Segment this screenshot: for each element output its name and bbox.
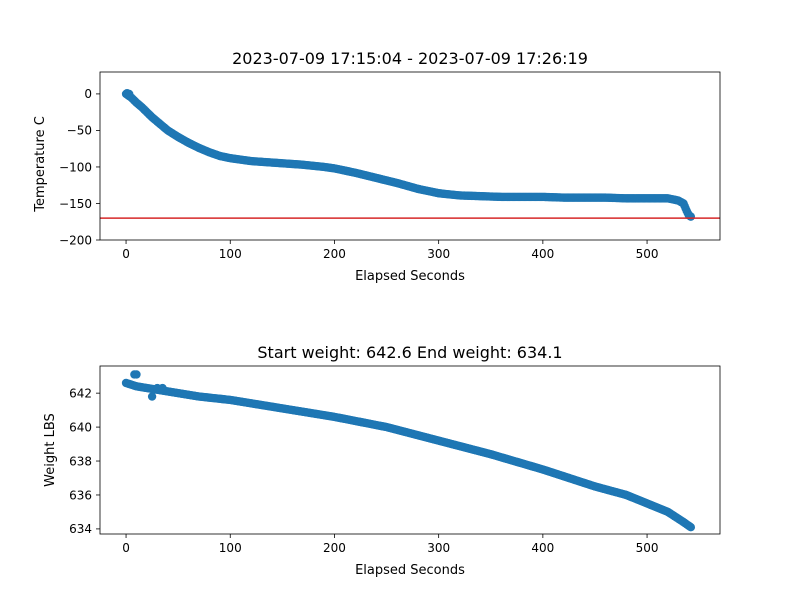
temperature-y-tick-label: −150 [59,197,92,211]
weight-axes-frame [99,365,721,535]
weight-marks [121,370,696,532]
temperature-y-tick-label: −50 [67,124,92,138]
temperature-marks [121,88,696,221]
temperature-y-tick-label: −100 [59,160,92,174]
temperature-x-tick-label: 100 [219,247,242,261]
temperature-x-tick-label: 500 [636,247,659,261]
weight-y-tick-label: 642 [69,386,92,400]
weight-y-tick-label: 640 [69,420,92,434]
weight-data-point [132,370,141,379]
temperature-x-ticks: 0 100 200 300 400 500 [122,240,659,261]
weight-x-tick-label: 100 [219,541,242,555]
temperature-data-point [686,212,696,221]
weight-data-point [686,523,696,532]
temperature-y-ticks: 0 −50 −100 −150 −200 [59,87,100,247]
temperature-data-point [124,89,134,99]
temperature-y-tick-label: −200 [59,233,92,247]
weight-plot-title: Start weight: 642.6 End weight: 634.1 [257,343,562,362]
weight-data-point [147,392,157,401]
temperature-x-axis-label: Elapsed Seconds [355,269,465,284]
weight-y-tick-label: 636 [69,488,92,502]
weight-x-tick-label: 0 [122,541,130,555]
weight-data-point [158,383,167,393]
weight-y-axis-label: Weight LBS [43,413,58,487]
weight-y-tick-label: 634 [69,522,92,536]
weight-x-tick-label: 400 [531,541,554,555]
temperature-x-tick-label: 400 [531,247,554,261]
temperature-x-tick-label: 300 [427,247,450,261]
temperature-plot: 2023-07-09 17:15:04 - 2023-07-09 17:26:1… [33,49,721,284]
weight-x-tick-label: 200 [323,541,346,555]
temperature-axes-frame [99,71,721,241]
temperature-x-tick-label: 0 [122,247,130,261]
weight-x-ticks: 0 100 200 300 400 500 [122,534,659,555]
temperature-y-tick-label: 0 [84,87,92,101]
weight-plot: Start weight: 642.6 End weight: 634.1 0 1… [43,343,721,578]
temperature-y-axis-label: Temperature C [33,116,48,213]
temperature-x-tick-label: 200 [323,247,346,261]
weight-x-tick-label: 300 [427,541,450,555]
weight-x-tick-label: 500 [636,541,659,555]
weight-x-axis-label: Elapsed Seconds [355,563,465,578]
weight-y-ticks: 634 636 638 640 642 [69,386,100,536]
temperature-plot-title: 2023-07-09 17:15:04 - 2023-07-09 17:26:1… [232,49,588,68]
weight-y-tick-label: 638 [69,454,92,468]
